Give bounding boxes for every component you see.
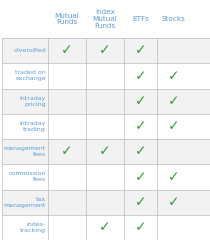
Text: ✓: ✓ xyxy=(135,145,146,159)
Bar xyxy=(2,89,210,114)
Text: ✓: ✓ xyxy=(99,220,111,234)
Text: Mutual
Funds: Mutual Funds xyxy=(55,12,79,25)
Bar xyxy=(2,38,210,63)
Text: intraday
pricing: intraday pricing xyxy=(20,96,46,107)
Text: ETFs: ETFs xyxy=(132,16,149,22)
Text: ✓: ✓ xyxy=(168,69,179,83)
Bar xyxy=(2,215,210,240)
Text: ✓: ✓ xyxy=(135,220,146,234)
Text: ✓: ✓ xyxy=(135,195,146,209)
Text: traded on
exchange: traded on exchange xyxy=(15,71,46,81)
Text: ✓: ✓ xyxy=(61,145,73,159)
Text: diversified: diversified xyxy=(13,48,46,53)
Text: ✓: ✓ xyxy=(135,44,146,58)
Text: ✓: ✓ xyxy=(135,94,146,108)
Text: Index
Mutual
Funds: Index Mutual Funds xyxy=(93,9,117,29)
Text: commission
fees: commission fees xyxy=(8,171,46,182)
Bar xyxy=(2,63,210,89)
Text: management
fees: management fees xyxy=(4,146,46,157)
Text: ✓: ✓ xyxy=(99,44,111,58)
Text: tax
management: tax management xyxy=(4,197,46,208)
Text: ✓: ✓ xyxy=(168,94,179,108)
Text: ✓: ✓ xyxy=(168,170,179,184)
Bar xyxy=(2,190,210,215)
Text: ✓: ✓ xyxy=(168,195,179,209)
Bar xyxy=(2,139,210,164)
Text: ✓: ✓ xyxy=(135,170,146,184)
Bar xyxy=(2,114,210,139)
Text: ✓: ✓ xyxy=(99,145,111,159)
Bar xyxy=(2,164,210,190)
Text: ✓: ✓ xyxy=(168,119,179,133)
Text: index-
tracking: index- tracking xyxy=(20,222,46,233)
Text: ✓: ✓ xyxy=(135,69,146,83)
Text: intraday
trading: intraday trading xyxy=(20,121,46,132)
Text: ✓: ✓ xyxy=(135,119,146,133)
Text: ✓: ✓ xyxy=(61,44,73,58)
Text: Stocks: Stocks xyxy=(161,16,185,22)
